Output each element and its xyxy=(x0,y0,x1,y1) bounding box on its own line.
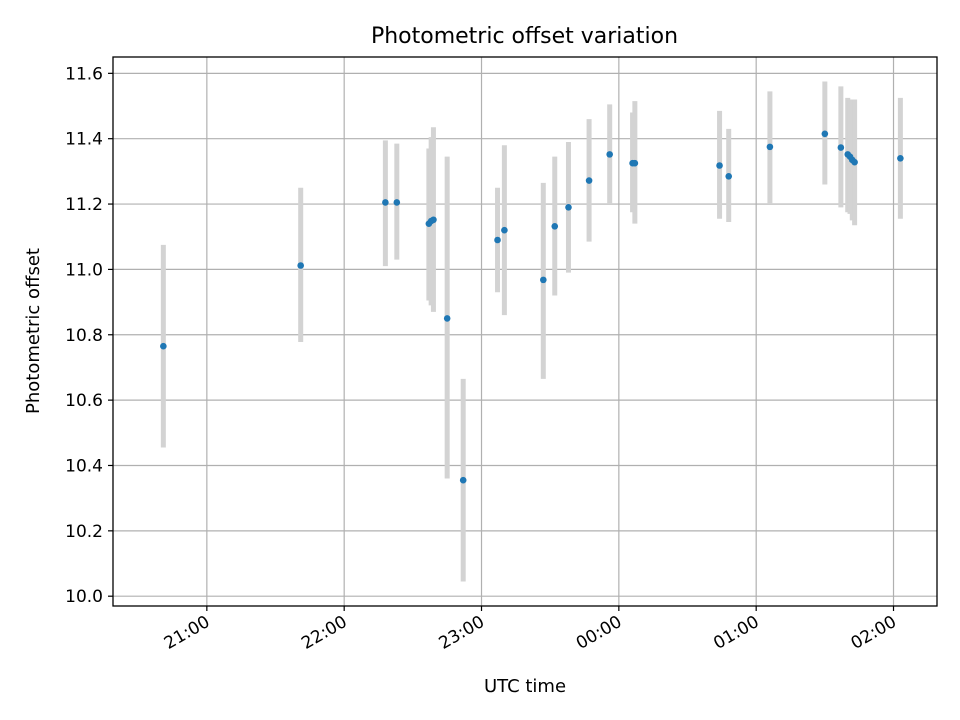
data-point xyxy=(725,172,733,180)
chart-title: Photometric offset variation xyxy=(371,24,678,49)
data-point xyxy=(494,236,501,244)
y-tick-label: 10.6 xyxy=(65,391,103,411)
data-point xyxy=(443,315,451,322)
y-tick-label: 10.2 xyxy=(65,522,103,542)
data-point xyxy=(551,222,559,230)
data-points xyxy=(160,130,904,484)
data-point xyxy=(540,276,547,284)
data-point xyxy=(716,162,723,169)
data-point xyxy=(160,342,167,350)
y-tick-label: 11.4 xyxy=(65,130,103,150)
data-point xyxy=(821,130,829,138)
y-axis-label: Photometric offset xyxy=(23,248,44,414)
data-point xyxy=(897,155,904,162)
data-point xyxy=(606,151,613,158)
y-tick-label: 11.2 xyxy=(65,195,103,215)
data-point xyxy=(382,199,389,206)
data-point xyxy=(766,143,774,151)
data-point xyxy=(501,226,508,234)
data-point xyxy=(393,199,401,206)
y-tick-label: 11.0 xyxy=(65,260,103,280)
y-tick-label: 10.8 xyxy=(65,326,103,346)
y-axis-ticks: 10.0 10.2 10.4 10.6 10.8 11.0 11.2 11.4 11.6 xyxy=(65,64,113,607)
data-point xyxy=(631,159,639,167)
grid xyxy=(113,57,937,606)
plot-frame xyxy=(112,56,938,607)
data-point xyxy=(430,216,437,224)
data-point xyxy=(297,262,304,269)
y-tick-label: 10.4 xyxy=(65,456,103,476)
y-tick-label: 11.6 xyxy=(65,64,103,84)
data-point xyxy=(585,177,593,184)
y-tick-label: 10.0 xyxy=(65,587,103,607)
data-point xyxy=(837,144,845,151)
data-point xyxy=(565,204,572,211)
x-axis-label: UTC time xyxy=(484,676,566,697)
data-point xyxy=(851,158,858,166)
data-point xyxy=(459,476,467,484)
